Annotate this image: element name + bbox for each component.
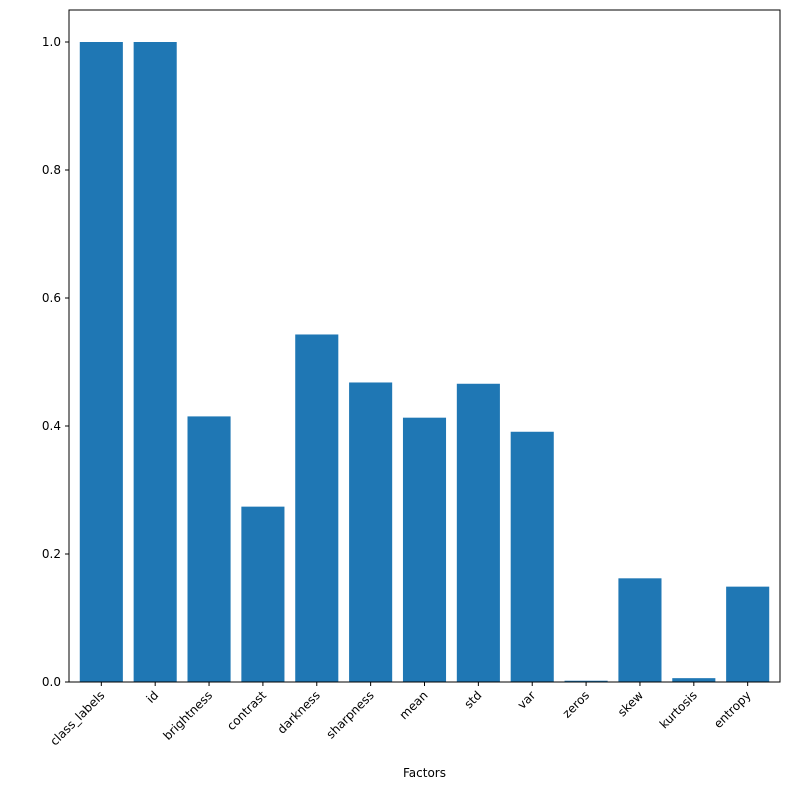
bar-zeros (564, 680, 608, 682)
y-tick-label: 1.0 (42, 35, 61, 49)
x-tick-label: mean (397, 688, 431, 722)
x-tick-label: std (461, 688, 484, 711)
x-tick-label: brightness (160, 688, 215, 743)
bar-std (456, 383, 500, 682)
bar-class-labels (79, 42, 123, 682)
bar-sharpness (349, 382, 393, 682)
x-axis-label: Factors (403, 766, 446, 780)
bar-skew (618, 578, 662, 682)
bar-var (510, 431, 554, 682)
y-tick-label: 0.4 (42, 419, 61, 433)
y-tick-label: 0.0 (42, 675, 61, 689)
bar-id (133, 42, 177, 682)
bar-darkness (295, 334, 339, 682)
x-tick-label: var (515, 688, 539, 712)
x-tick-label: kurtosis (657, 688, 700, 731)
x-tick-label: contrast (224, 688, 269, 733)
y-tick-label: 0.8 (42, 163, 61, 177)
x-tick-label: zeros (560, 688, 592, 720)
x-axis: class_labels id brightness contrast darkness… (47, 682, 754, 748)
plot-frame (68, 9, 781, 683)
x-tick-label: darkness (275, 688, 323, 736)
x-tick-label: entropy (711, 688, 754, 731)
bar-brightness (187, 416, 231, 682)
bar-entropy (726, 586, 770, 682)
x-tick-label: id (144, 688, 162, 706)
x-tick-label: sharpness (324, 688, 377, 741)
x-tick-label: class_labels (47, 688, 107, 748)
bar-kurtosis (672, 678, 716, 682)
y-tick-label: 0.6 (42, 291, 61, 305)
y-tick-label: 0.2 (42, 547, 61, 561)
bar-mean (402, 417, 447, 682)
bar-contrast (241, 506, 285, 682)
x-tick-label: skew (615, 688, 646, 719)
bars-group (79, 42, 770, 682)
y-axis: 0.0 0.2 0.4 0.6 0.8 1.0 (42, 35, 69, 689)
